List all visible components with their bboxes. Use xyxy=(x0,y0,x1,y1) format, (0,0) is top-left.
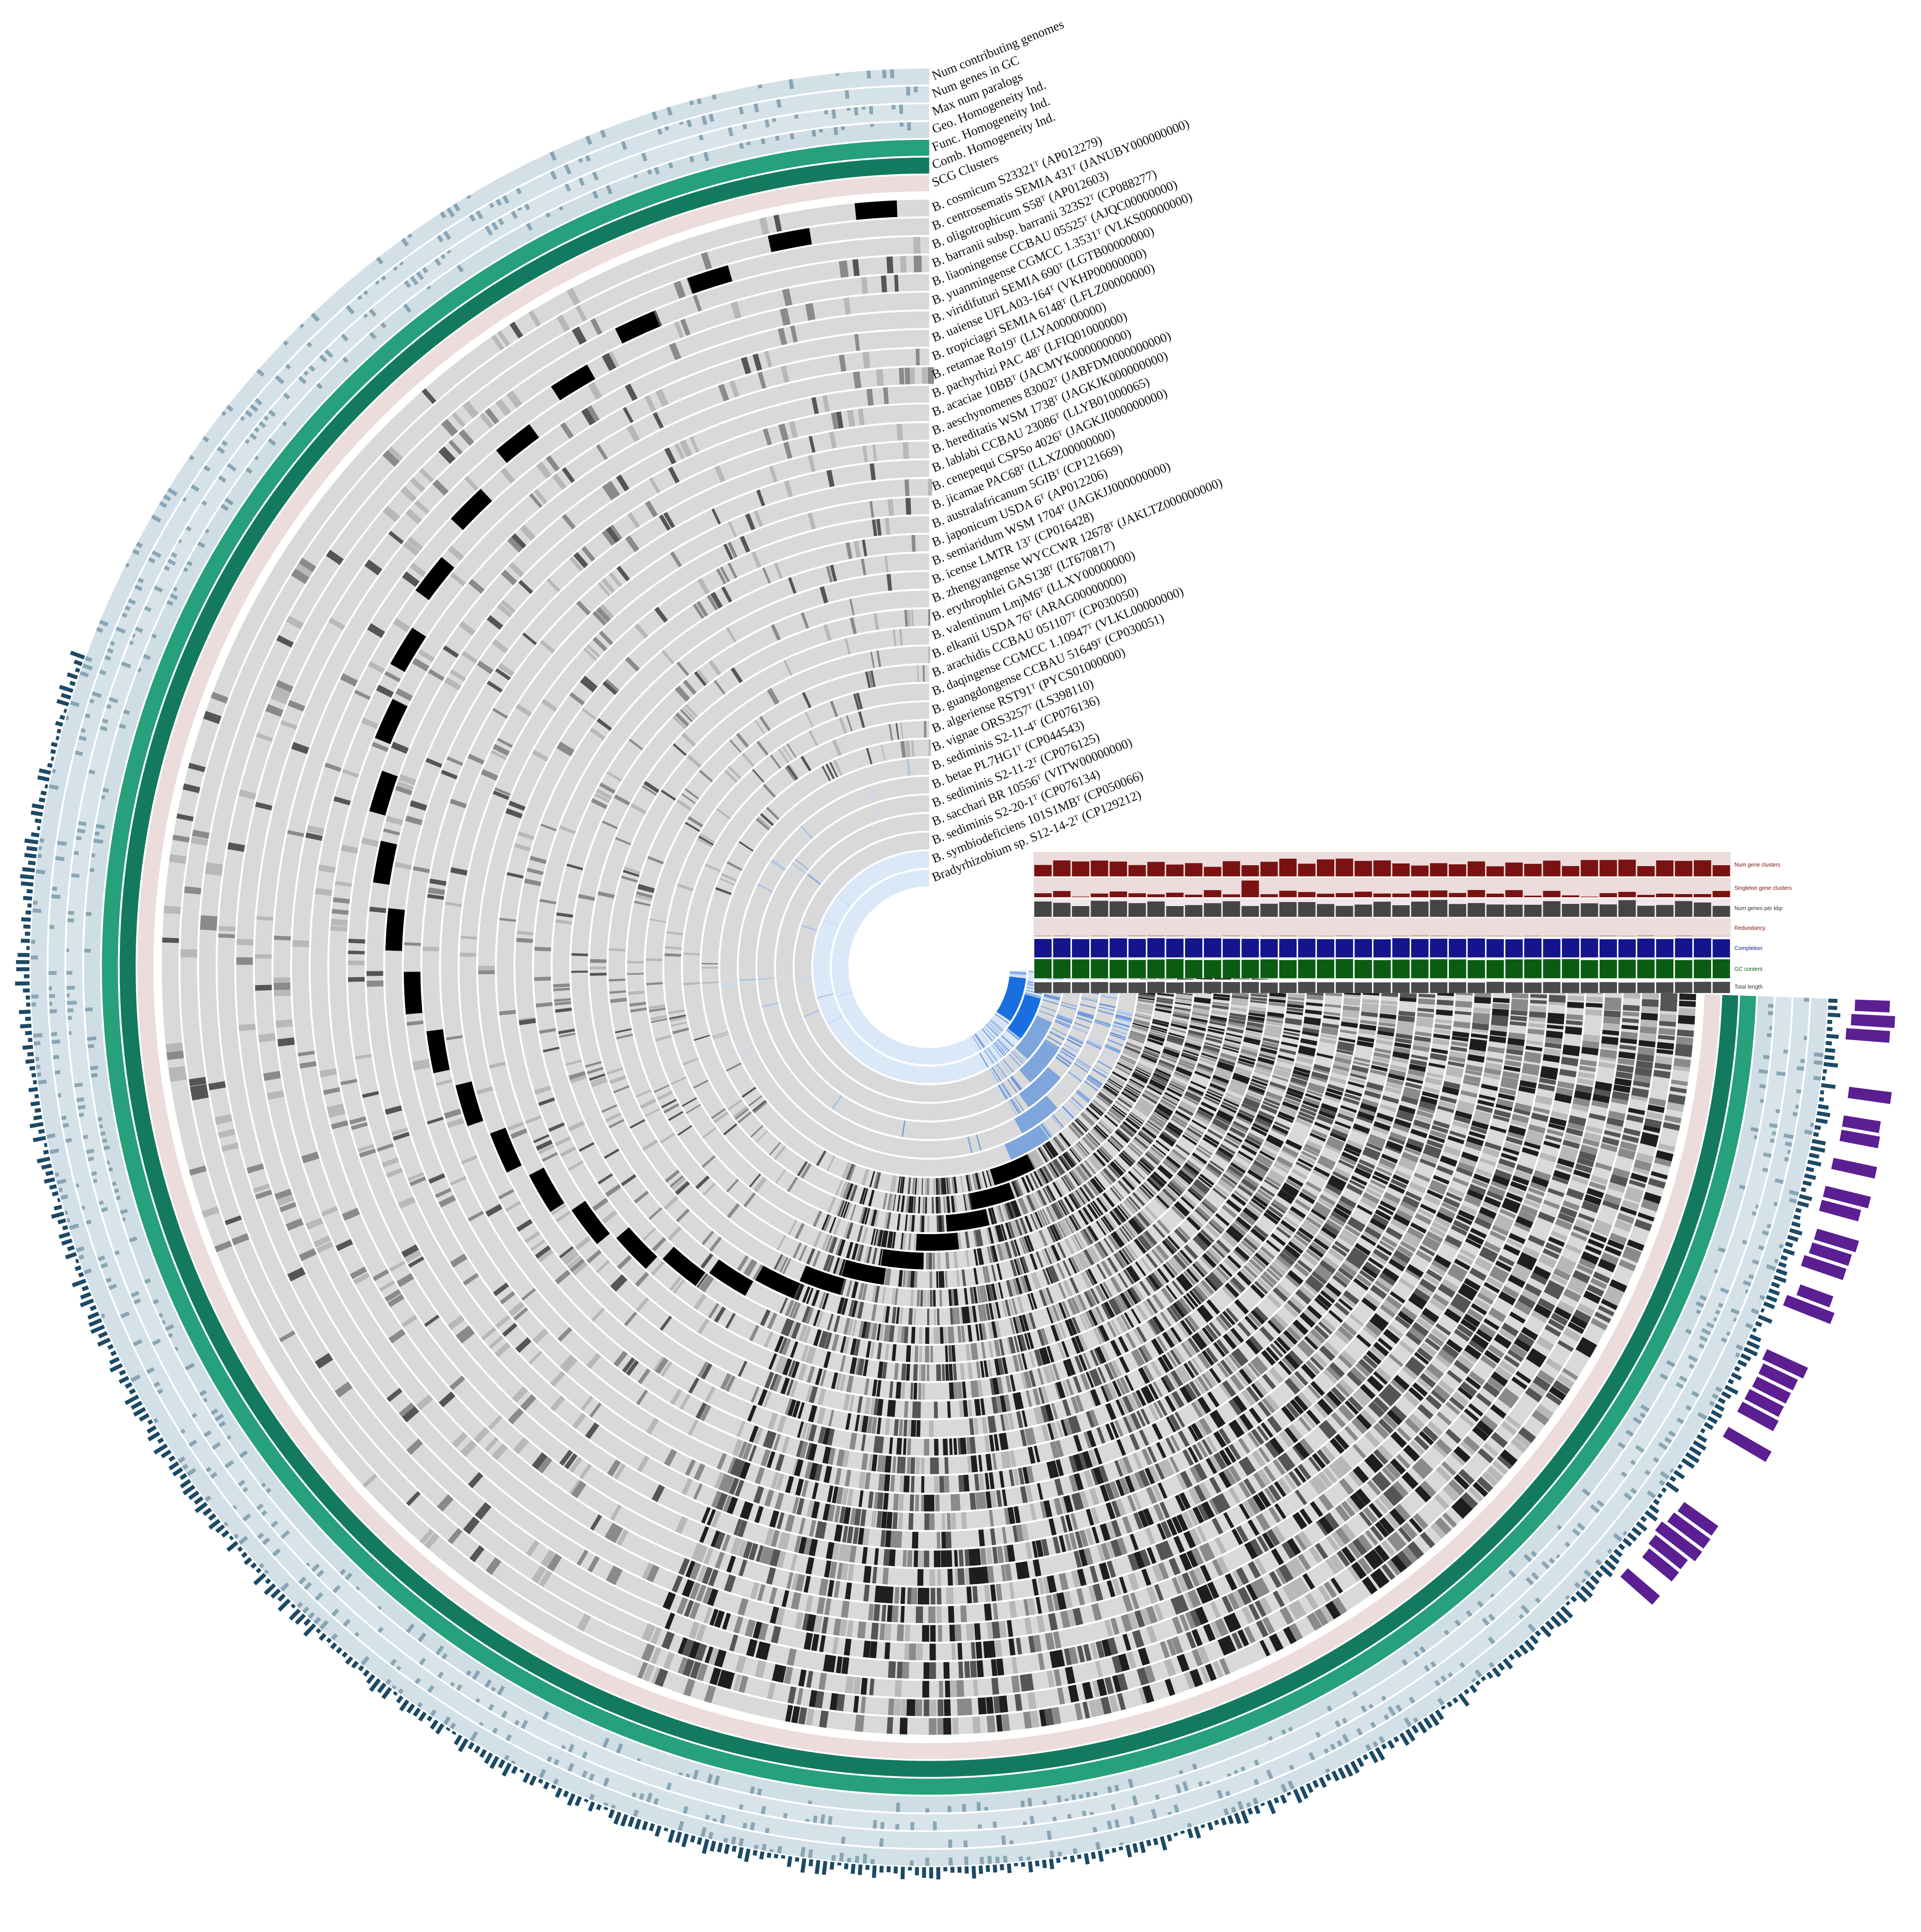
panel-label: Redundancy xyxy=(1735,925,1766,931)
singleton-block xyxy=(369,771,398,816)
panel-bars xyxy=(1034,982,1730,993)
singleton-block xyxy=(881,1249,924,1270)
panel-label: Num gene clusters xyxy=(1735,862,1781,868)
singleton-block xyxy=(1015,1015,1052,1060)
singleton-block xyxy=(455,1081,483,1126)
panel-row xyxy=(1033,918,1731,937)
rings xyxy=(15,68,1895,1880)
panel-bars xyxy=(1034,938,1730,958)
singleton-block xyxy=(854,200,897,220)
singleton-block xyxy=(767,228,812,253)
presence-texture xyxy=(998,1017,1072,1100)
singleton-block xyxy=(1004,1125,1049,1160)
singleton-block xyxy=(551,364,596,400)
singleton-block xyxy=(426,1029,450,1073)
bar-panel: Num gene clusters Singleton gene clusters… xyxy=(1033,851,1792,993)
singleton-block xyxy=(390,627,427,672)
panel-label: Completion xyxy=(1735,945,1763,951)
panel-bars xyxy=(1034,959,1730,978)
singleton-block xyxy=(1019,1040,1059,1083)
singleton-block xyxy=(916,1232,959,1251)
singleton-block xyxy=(970,1182,1015,1210)
singleton-block xyxy=(496,424,539,463)
singleton-block xyxy=(490,1128,522,1173)
singleton-block xyxy=(662,1247,706,1286)
panel-label: Num genes per kbp xyxy=(1735,905,1783,911)
singleton-block xyxy=(996,976,1026,1021)
panel-bars xyxy=(1034,859,1730,877)
singleton-block xyxy=(571,1201,610,1244)
singleton-block xyxy=(842,1259,886,1285)
panel-bars xyxy=(1034,935,1730,937)
panel-label: Total length xyxy=(1735,984,1763,990)
singleton-block xyxy=(615,311,660,344)
singleton-block xyxy=(799,1265,845,1295)
panel-bars xyxy=(1034,900,1730,917)
singleton-block xyxy=(529,1168,565,1212)
singleton-block xyxy=(709,1259,754,1296)
panel-label: Singleton gene clusters xyxy=(1735,885,1792,891)
singleton-block xyxy=(1014,1095,1058,1134)
panel-bars xyxy=(1034,880,1730,898)
singleton-block xyxy=(616,1227,657,1269)
panel-label: GC content xyxy=(1735,966,1763,972)
singleton-block xyxy=(755,1265,800,1299)
singleton-block xyxy=(373,840,397,885)
singleton-block xyxy=(1008,994,1041,1039)
singleton-block xyxy=(688,265,733,294)
singleton-block xyxy=(990,1154,1035,1186)
singleton-block xyxy=(375,699,407,744)
singleton-block xyxy=(385,908,405,951)
singleton-block xyxy=(451,488,492,530)
presence-texture xyxy=(967,980,1119,1153)
singleton-block xyxy=(415,557,455,600)
singleton-block xyxy=(403,972,423,1014)
singleton-block xyxy=(1019,1067,1061,1108)
singleton-block xyxy=(945,1209,990,1232)
